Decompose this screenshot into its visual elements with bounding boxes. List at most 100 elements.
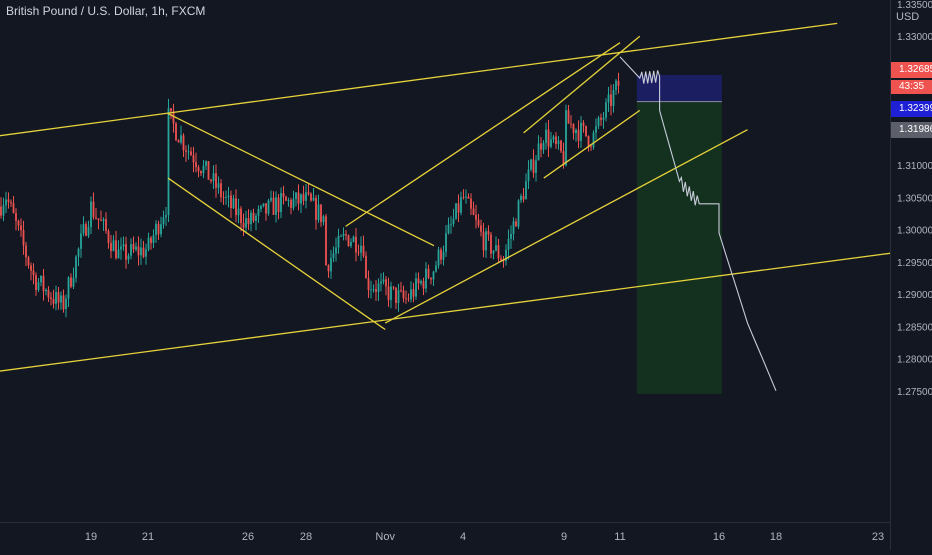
candle <box>235 189 237 223</box>
candle-body <box>312 197 315 201</box>
candle <box>507 229 510 260</box>
candle-body <box>50 297 52 300</box>
candle <box>130 238 132 260</box>
forecast-path <box>619 56 777 392</box>
entry-price-tag: 1.31986 <box>891 122 932 138</box>
candle <box>552 134 555 143</box>
candle-body <box>17 220 20 226</box>
candle-body <box>35 275 37 290</box>
candle-body <box>40 275 42 283</box>
candle <box>545 122 547 150</box>
candle-body <box>595 126 597 133</box>
candle-body <box>185 150 187 152</box>
candle-body <box>252 212 255 221</box>
candle-body <box>430 277 432 280</box>
candle <box>47 286 50 302</box>
candle <box>425 262 427 293</box>
candle <box>205 160 207 170</box>
candle <box>600 113 602 126</box>
candle <box>245 210 247 234</box>
candle-body <box>537 143 540 161</box>
candle <box>307 183 310 196</box>
candle-body <box>232 198 235 209</box>
candle-body <box>92 201 95 218</box>
candle <box>260 204 262 213</box>
candle-body <box>562 151 565 166</box>
candle-body <box>337 236 340 248</box>
candle-body <box>192 155 195 163</box>
candle-body <box>225 197 227 199</box>
candle <box>527 160 530 190</box>
candle <box>387 277 390 307</box>
candle <box>415 272 417 300</box>
candle-body <box>272 197 275 215</box>
candle-body <box>167 108 170 216</box>
candle-body <box>600 117 602 120</box>
candle-body <box>77 248 80 257</box>
candle-body <box>400 290 402 292</box>
candle-body <box>522 195 525 200</box>
candle <box>525 173 527 200</box>
candle <box>420 279 422 286</box>
candle-body <box>540 143 542 150</box>
candle <box>87 220 90 239</box>
candle <box>352 235 355 243</box>
candle-body <box>357 252 360 254</box>
candle-body <box>130 244 132 256</box>
candle-body <box>352 236 355 242</box>
candle-body <box>610 94 612 106</box>
candle <box>115 230 117 260</box>
candle <box>152 229 155 249</box>
candle-body <box>532 159 535 173</box>
candle <box>517 199 520 229</box>
candle <box>360 236 362 261</box>
candle <box>320 204 322 227</box>
candle <box>615 78 617 95</box>
candle <box>350 238 352 249</box>
candle <box>310 192 312 202</box>
candle-body <box>437 249 440 266</box>
candle-body <box>565 110 567 166</box>
candle-body <box>417 278 420 284</box>
candle <box>462 189 465 200</box>
candle-body <box>517 200 520 227</box>
candle <box>90 196 92 235</box>
candle-body <box>505 249 507 262</box>
currency-label[interactable]: USD <box>896 11 920 23</box>
candle-body <box>165 215 167 218</box>
candle <box>315 195 317 230</box>
candle <box>515 218 517 227</box>
candle <box>272 191 275 215</box>
candle-body <box>235 198 237 216</box>
candle-body <box>347 235 350 247</box>
candle-body <box>477 219 480 226</box>
candle-body <box>287 199 290 201</box>
candle <box>57 286 60 310</box>
candle-body <box>2 205 5 216</box>
candle-body <box>495 245 497 251</box>
candle <box>340 234 342 237</box>
candle-body <box>170 108 172 112</box>
candle <box>100 210 102 222</box>
candle-body <box>602 117 605 120</box>
candle <box>417 272 420 290</box>
candle <box>265 203 267 221</box>
candle <box>40 275 42 287</box>
candle-body <box>542 143 545 150</box>
candle <box>455 202 457 220</box>
candle <box>15 208 17 231</box>
y-tick-label: 1.29000 <box>897 290 932 301</box>
candle-body <box>247 218 250 225</box>
candle-body <box>127 255 130 260</box>
candle <box>230 190 232 218</box>
stop-loss-zone <box>636 74 722 102</box>
candle-body <box>245 218 247 228</box>
candle-body <box>577 129 580 141</box>
candle <box>540 137 542 158</box>
candle <box>227 186 230 208</box>
candle <box>332 246 335 263</box>
candle-body <box>407 298 410 300</box>
x-tick-label: 26 <box>242 531 254 543</box>
